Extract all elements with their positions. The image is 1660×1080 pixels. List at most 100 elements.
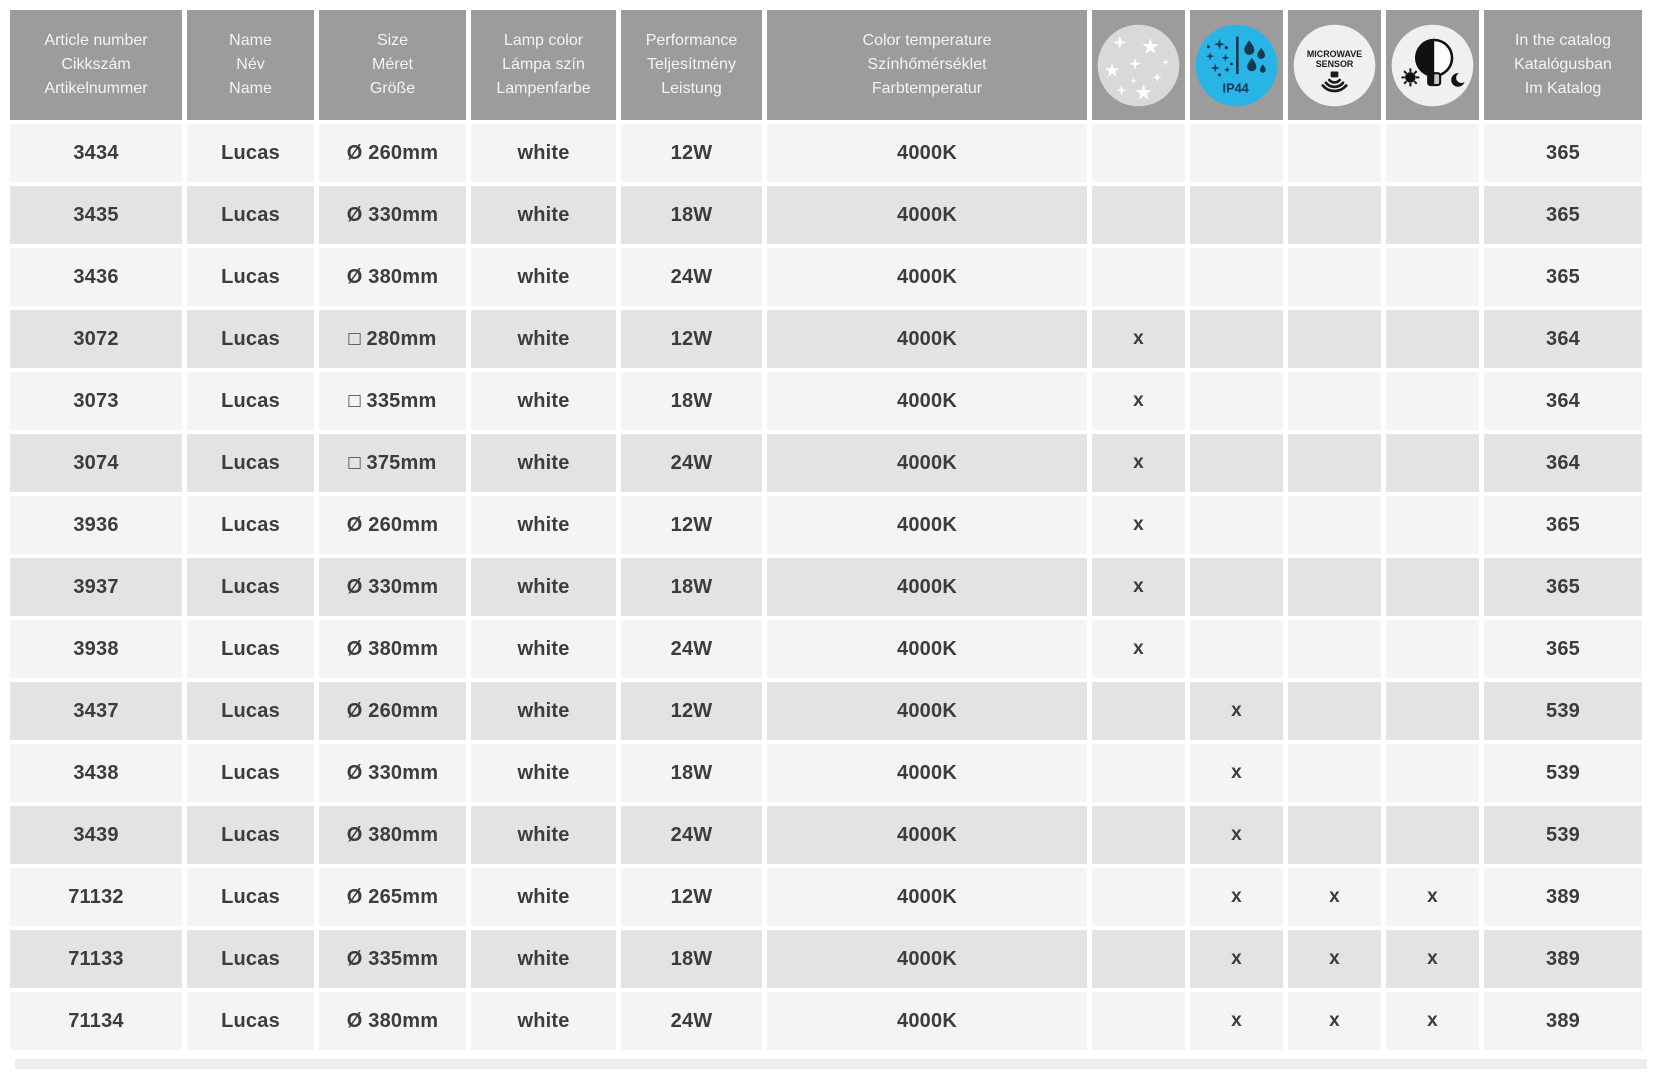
- cell-lamp-color: white: [471, 744, 616, 802]
- cell-microwave: x: [1288, 930, 1381, 988]
- cell-star-effect: x: [1092, 496, 1185, 554]
- cell-catalog: 364: [1484, 372, 1642, 430]
- cell-size: Ø 335mm: [319, 930, 466, 988]
- cell-catalog: 365: [1484, 186, 1642, 244]
- cell-catalog: 364: [1484, 434, 1642, 492]
- cell-size: Ø 260mm: [319, 496, 466, 554]
- cell-color-temp: 4000K: [767, 558, 1087, 616]
- col-header-day-night-sensor: [1386, 10, 1479, 120]
- product-row: 3074 Lucas □ 375mm white 24W 4000K x 364: [10, 434, 1642, 492]
- cell-performance: 12W: [621, 310, 762, 368]
- cell-star-effect: x: [1092, 310, 1185, 368]
- ip44-label: IP44: [1223, 80, 1250, 95]
- cell-ip44: [1190, 248, 1283, 306]
- cell-catalog: 389: [1484, 930, 1642, 988]
- cell-size: □ 280mm: [319, 310, 466, 368]
- product-row: 3937 Lucas Ø 330mm white 18W 4000K x 365: [10, 558, 1642, 616]
- cell-size: Ø 380mm: [319, 992, 466, 1050]
- col-header-in-the-catalog: In the catalog Katalógusban Im Katalog: [1484, 10, 1642, 120]
- cell-ip44: [1190, 310, 1283, 368]
- cell-ip44: x: [1190, 992, 1283, 1050]
- cell-microwave: [1288, 434, 1381, 492]
- cell-ip44: [1190, 496, 1283, 554]
- product-row: 3936 Lucas Ø 260mm white 12W 4000K x 365: [10, 496, 1642, 554]
- cell-name: Lucas: [187, 620, 314, 678]
- cell-catalog: 539: [1484, 744, 1642, 802]
- header-line: Leistung: [661, 80, 722, 97]
- cell-day-night: [1386, 248, 1479, 306]
- microwave-sensor-icon: MICROWAVE SENSOR: [1293, 24, 1376, 106]
- product-row: 71134 Lucas Ø 380mm white 24W 4000K x x x 389: [10, 992, 1642, 1050]
- cell-color-temp: 4000K: [767, 124, 1087, 182]
- cell-microwave: [1288, 310, 1381, 368]
- cell-performance: 24W: [621, 434, 762, 492]
- cell-star-effect: x: [1092, 372, 1185, 430]
- cell-catalog: 365: [1484, 496, 1642, 554]
- cell-day-night: [1386, 372, 1479, 430]
- header-line: Katalógusban: [1514, 56, 1612, 73]
- cell-lamp-color: white: [471, 806, 616, 864]
- product-row: 3938 Lucas Ø 380mm white 24W 4000K x 365: [10, 620, 1642, 678]
- header-line: Größe: [369, 80, 416, 97]
- cell-ip44: [1190, 434, 1283, 492]
- cell-ip44: [1190, 620, 1283, 678]
- col-header-color-temperature: Color temperature Színhőmérséklet Farbte…: [767, 10, 1087, 120]
- cell-performance: 18W: [621, 744, 762, 802]
- cell-star-effect: [1092, 806, 1185, 864]
- product-row: 3439 Lucas Ø 380mm white 24W 4000K x 539: [10, 806, 1642, 864]
- header-line: Name: [229, 32, 272, 49]
- cell-lamp-color: white: [471, 248, 616, 306]
- header-line: Színhőmérséklet: [867, 56, 987, 73]
- cell-lamp-color: white: [471, 186, 616, 244]
- cell-article: 3937: [10, 558, 182, 616]
- cell-article: 3072: [10, 310, 182, 368]
- cell-name: Lucas: [187, 806, 314, 864]
- cell-performance: 12W: [621, 868, 762, 926]
- header-line: Artikelnummer: [44, 80, 148, 97]
- cell-day-night: [1386, 124, 1479, 182]
- cell-star-effect: [1092, 248, 1185, 306]
- cell-ip44: x: [1190, 682, 1283, 740]
- cell-size: □ 335mm: [319, 372, 466, 430]
- cell-catalog: 389: [1484, 868, 1642, 926]
- header-line: Teljesítmény: [647, 56, 736, 73]
- cell-color-temp: 4000K: [767, 992, 1087, 1050]
- cutoff-row-strip: [15, 1059, 1647, 1069]
- col-header-size: Size Méret Größe: [319, 10, 466, 120]
- cell-article: 3074: [10, 434, 182, 492]
- cell-day-night: [1386, 186, 1479, 244]
- cell-name: Lucas: [187, 372, 314, 430]
- cell-performance: 24W: [621, 992, 762, 1050]
- cell-size: Ø 380mm: [319, 248, 466, 306]
- cell-performance: 12W: [621, 124, 762, 182]
- cell-name: Lucas: [187, 248, 314, 306]
- cell-color-temp: 4000K: [767, 186, 1087, 244]
- cell-article: 3936: [10, 496, 182, 554]
- cell-performance: 24W: [621, 248, 762, 306]
- cell-star-effect: [1092, 124, 1185, 182]
- cell-name: Lucas: [187, 124, 314, 182]
- day-night-sensor-icon: [1391, 24, 1474, 106]
- cell-article: 3435: [10, 186, 182, 244]
- cell-article: 71133: [10, 930, 182, 988]
- sun-glyph: [1401, 67, 1420, 86]
- cell-lamp-color: white: [471, 434, 616, 492]
- cell-catalog: 389: [1484, 992, 1642, 1050]
- cell-catalog: 365: [1484, 558, 1642, 616]
- cell-lamp-color: white: [471, 992, 616, 1050]
- col-header-lamp-color: Lamp color Lámpa szín Lampenfarbe: [471, 10, 616, 120]
- cell-day-night: x: [1386, 868, 1479, 926]
- cell-name: Lucas: [187, 558, 314, 616]
- cell-color-temp: 4000K: [767, 434, 1087, 492]
- cell-performance: 12W: [621, 682, 762, 740]
- cell-performance: 24W: [621, 806, 762, 864]
- microwave-label-line2: SENSOR: [1316, 59, 1354, 69]
- cell-ip44: [1190, 372, 1283, 430]
- cell-microwave: [1288, 186, 1381, 244]
- cell-size: Ø 330mm: [319, 744, 466, 802]
- cell-lamp-color: white: [471, 558, 616, 616]
- cell-microwave: [1288, 806, 1381, 864]
- product-row: 3437 Lucas Ø 260mm white 12W 4000K x 539: [10, 682, 1642, 740]
- cell-day-night: [1386, 558, 1479, 616]
- cell-performance: 18W: [621, 558, 762, 616]
